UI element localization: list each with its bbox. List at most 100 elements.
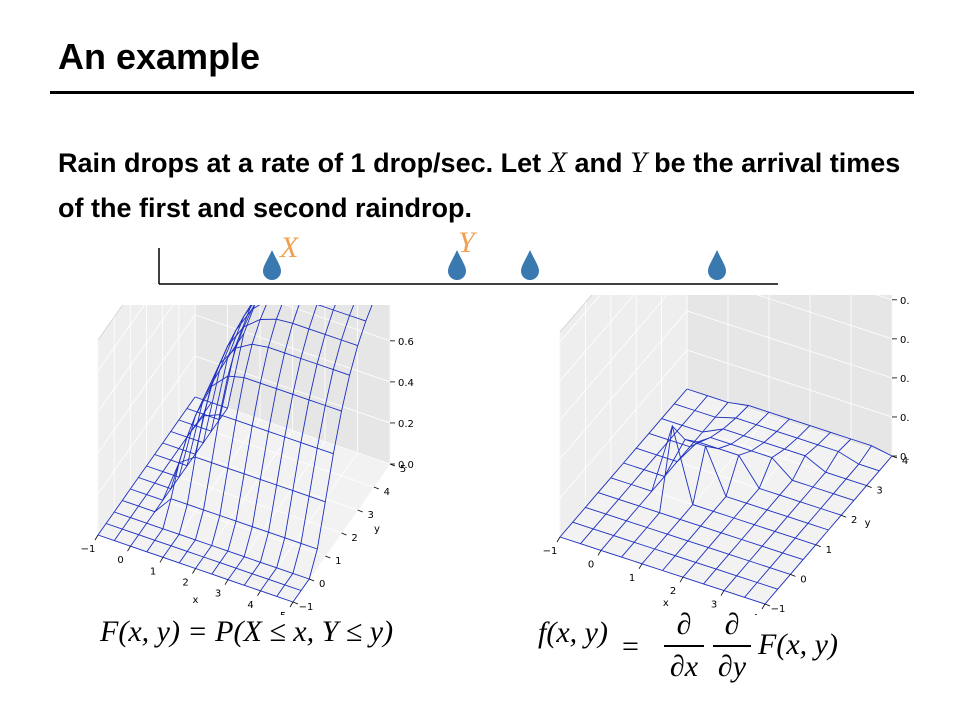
y-tick-label: 1 bbox=[826, 545, 832, 556]
x-tick-mark bbox=[679, 576, 684, 583]
pdf-formula-rhs: F(x, y) bbox=[758, 628, 838, 661]
wire-line bbox=[260, 305, 336, 592]
wire-line bbox=[227, 305, 300, 580]
y-axis-label: y bbox=[374, 524, 380, 535]
wire-line bbox=[682, 425, 811, 578]
z-tick-label: 0.4 bbox=[900, 374, 910, 385]
wire-line bbox=[723, 438, 852, 591]
wire-line bbox=[623, 438, 829, 531]
pdf-formula-equals: = bbox=[622, 630, 639, 663]
slide-title: An example bbox=[58, 36, 261, 77]
raindrop-timeline: X Y bbox=[158, 226, 778, 285]
wire-line bbox=[674, 403, 880, 472]
timeline-label-y: Y bbox=[458, 226, 478, 259]
partial-x-numerator: ∂ bbox=[676, 608, 692, 641]
x-tick-mark bbox=[127, 545, 131, 552]
y-tick-label: 5 bbox=[400, 464, 406, 475]
wire-line bbox=[211, 305, 283, 575]
y-tick-mark bbox=[764, 603, 771, 607]
z-tick-label: 0.6 bbox=[900, 335, 910, 346]
surface-wireframe bbox=[97, 305, 373, 603]
wire-line bbox=[636, 441, 842, 516]
x-tick-label: 2 bbox=[182, 578, 188, 589]
wire-line bbox=[703, 431, 831, 585]
x-tick-mark bbox=[159, 557, 164, 563]
partial-y-numerator: ∂ bbox=[724, 608, 740, 641]
y-tick-label: 2 bbox=[851, 515, 857, 526]
wire-line bbox=[186, 305, 252, 421]
x-axis-label: x bbox=[663, 598, 669, 609]
x-tick-mark bbox=[556, 536, 561, 543]
cdf-formula: F(x, y) = P(X ≤ x, Y ≤ y) bbox=[100, 615, 394, 648]
partial-y-fraction-bar bbox=[713, 645, 751, 647]
partial-x-denominator: ∂x bbox=[669, 650, 699, 683]
y-tick-label: −1 bbox=[771, 604, 786, 615]
y-tick-mark bbox=[325, 555, 331, 559]
y-tick-mark bbox=[790, 574, 796, 577]
x-tick-mark bbox=[289, 601, 294, 608]
y-tick-mark bbox=[309, 578, 315, 582]
x-tick-label: 0 bbox=[588, 559, 594, 570]
x-tick-mark bbox=[761, 603, 766, 610]
partial-x-fraction-bar bbox=[664, 645, 704, 647]
y-tick-mark bbox=[866, 485, 872, 488]
x-tick-label: 0 bbox=[117, 555, 123, 566]
x-tick-mark bbox=[224, 579, 229, 585]
raindrop-icon bbox=[521, 250, 539, 280]
wire-line bbox=[661, 418, 867, 487]
x-tick-label: −1 bbox=[543, 546, 558, 557]
x-tick-mark bbox=[597, 550, 602, 556]
y-tick-label: 1 bbox=[335, 556, 341, 567]
x-tick-mark bbox=[638, 563, 643, 570]
raindrop-icon bbox=[448, 250, 466, 280]
statement-part-3: be the arrival times of the first and se… bbox=[58, 148, 901, 223]
statement-part-1: Rain drops at a rate of 1 drop/sec. Let bbox=[58, 148, 549, 178]
y-tick-mark bbox=[373, 486, 379, 490]
x-tick-mark bbox=[192, 568, 196, 574]
z-tick-label: 0.2 bbox=[900, 413, 910, 424]
variable-x: X bbox=[548, 146, 567, 179]
x-tick-label: 1 bbox=[629, 573, 635, 584]
z-tick-label: 0.0 bbox=[398, 460, 414, 471]
z-tick-label: 0.2 bbox=[398, 419, 414, 430]
x-tick-label: 4 bbox=[752, 613, 758, 615]
wire-line bbox=[764, 455, 893, 605]
problem-statement: Rain drops at a rate of 1 drop/sec. Let … bbox=[58, 140, 918, 231]
z-tick-label: 0.8 bbox=[398, 305, 414, 307]
x-tick-label: −1 bbox=[81, 544, 96, 555]
partial-y-denominator: ∂y bbox=[717, 650, 747, 683]
timeline-label-x: X bbox=[279, 231, 300, 264]
y-tick-label: 4 bbox=[384, 487, 390, 498]
wire-line bbox=[744, 445, 872, 598]
pdf-formula-lhs: f(x, y) bbox=[538, 616, 608, 649]
wire-line bbox=[178, 305, 253, 432]
z-tick-label: 0.0 bbox=[900, 452, 910, 463]
x-tick-label: 3 bbox=[711, 600, 717, 611]
y-tick-mark bbox=[341, 532, 347, 536]
statement-part-2: and bbox=[566, 148, 630, 178]
y-tick-label: 0 bbox=[319, 579, 325, 590]
x-tick-mark bbox=[94, 534, 99, 541]
surface-wireframe bbox=[559, 388, 893, 605]
y-tick-label: 3 bbox=[367, 510, 373, 521]
wire-line bbox=[194, 305, 256, 409]
wire-line bbox=[686, 388, 893, 457]
raindrop-icon bbox=[708, 250, 726, 280]
wire-line bbox=[276, 305, 355, 597]
x-tick-label: 1 bbox=[150, 566, 156, 577]
partial-x-fraction: ∂ ∂x bbox=[664, 608, 704, 684]
x-tick-label: 2 bbox=[670, 586, 676, 597]
x-axis-label: x bbox=[193, 595, 199, 606]
title-underline bbox=[50, 91, 914, 94]
wire-line bbox=[243, 305, 318, 586]
z-tick-label: 0.4 bbox=[398, 378, 414, 389]
y-tick-label: −1 bbox=[299, 602, 314, 613]
x-tick-label: 3 bbox=[215, 589, 221, 600]
x-tick-label: 4 bbox=[247, 600, 253, 611]
partial-y-fraction: ∂ ∂y bbox=[713, 608, 751, 684]
variable-y: Y bbox=[629, 146, 647, 179]
y-tick-mark bbox=[357, 509, 363, 513]
y-tick-label: 2 bbox=[351, 533, 357, 544]
